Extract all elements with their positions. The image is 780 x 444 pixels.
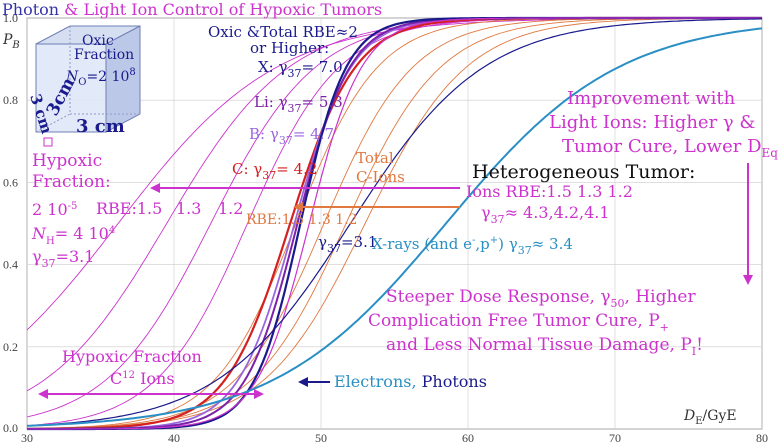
curve-12: [27, 17, 762, 430]
cube-oxic-label-2: Fraction: [74, 47, 134, 63]
steeper-label-1: Steeper Dose Response, γ50, Higher: [386, 287, 696, 310]
hypoxic-rbe-12: 1.2: [218, 199, 243, 218]
x-tick-label-0: 30: [21, 431, 33, 444]
cube-oxic-label-1: Oxic: [82, 33, 114, 49]
total-c-ions-label-1: Total: [356, 149, 394, 167]
tumor-cube-illustration: Oxic Fraction NO=2 108 3cm 3 cm 3 cm: [26, 25, 141, 147]
chart-title: Photon & Light Ion Control of Hypoxic Tu…: [2, 0, 382, 19]
y-tick-label-1: 0.2: [3, 340, 18, 354]
y-tick-label-0: 0.0: [3, 421, 18, 435]
li-gamma-label: Li: γ37= 5.3: [254, 93, 343, 115]
y-tick-label-2: 0.4: [3, 258, 18, 272]
x-tick-label-3: 60: [462, 431, 474, 444]
ions-gamma-label: γ37≈ 4.3,4.2,4.1: [481, 203, 610, 226]
hypoxic-gamma-label: γ37=3.1: [32, 247, 94, 270]
b-gamma-label: B: γ37= 4.7: [249, 125, 334, 147]
hypoxic-c12-label-1: Hypoxic Fraction: [62, 347, 202, 366]
hypoxic-rbe-15: RBE:1.5: [96, 199, 162, 218]
curve-14: [26, 27, 763, 427]
steeper-label-3: and Less Normal Tissue Damage, PI!: [386, 335, 703, 358]
nh-label: NH= 4 104: [31, 224, 115, 247]
gamma-mid-label: γ37=3.1: [318, 233, 377, 255]
rbe-orange-label: RBE:1.5 1.3 1.2: [246, 212, 357, 228]
hypoxic-fraction-value: 2 10-5: [32, 200, 77, 219]
ions-rbe-label: Ions RBE:1.5 1.3 1.2: [466, 182, 633, 201]
total-c-ions-label-2: C-Ions: [356, 168, 405, 186]
x-tick-label-1: 40: [168, 431, 180, 444]
cube-no-label: NO=2 108: [65, 67, 136, 88]
curve-13: [26, 18, 762, 427]
x-tick-label-2: 50: [315, 431, 327, 444]
oxic-annotation-1: Oxic &Total RBE≈2: [208, 23, 358, 41]
dose-response-curves: [26, 16, 763, 431]
y-tick-label-4: 0.8: [3, 93, 18, 107]
x-tick-label-5: 80: [756, 431, 768, 444]
y-tick-label-3: 0.6: [3, 175, 18, 189]
steeper-label-2: Complication Free Tumor Cure, P+: [368, 311, 669, 334]
hypoxic-label-2: Fraction:: [32, 172, 111, 192]
axis-ticks: 30 40 50 60 70 80 0.0 0.2 0.4 0.6 0.8 1.0: [3, 11, 768, 444]
y-axis-label: PB: [2, 32, 20, 51]
heterogeneous-label: Heterogeneous Tumor:: [472, 161, 695, 183]
hypoxic-c12-label-2: C12 Ions: [110, 369, 175, 388]
x-gamma-label: X: γ37= 7.0: [258, 58, 343, 80]
hypoxic-label-1: Hypoxic: [32, 151, 102, 171]
cube-width-label: 3 cm: [76, 116, 125, 137]
c-gamma-label: C: γ37= 4.2: [232, 160, 317, 182]
y-tick-label-5: 1.0: [3, 11, 18, 25]
improvement-label-3: Tumor Cure, Lower DEq: [562, 136, 778, 160]
x-axis-label: DE/GyE: [683, 408, 737, 427]
oxic-annotation-2: or Higher:: [250, 39, 329, 57]
electrons-photons-label: Electrons, Photons: [334, 372, 487, 391]
improvement-label-2: Light Ions: Higher γ &: [549, 112, 755, 133]
hypoxic-rbe-13: 1.3: [176, 199, 201, 218]
improvement-label-1: Improvement with: [567, 88, 736, 109]
x-tick-label-4: 70: [609, 431, 621, 444]
xrays-label: X-rays (and e-,p+) γ37≈ 3.4: [372, 235, 573, 257]
